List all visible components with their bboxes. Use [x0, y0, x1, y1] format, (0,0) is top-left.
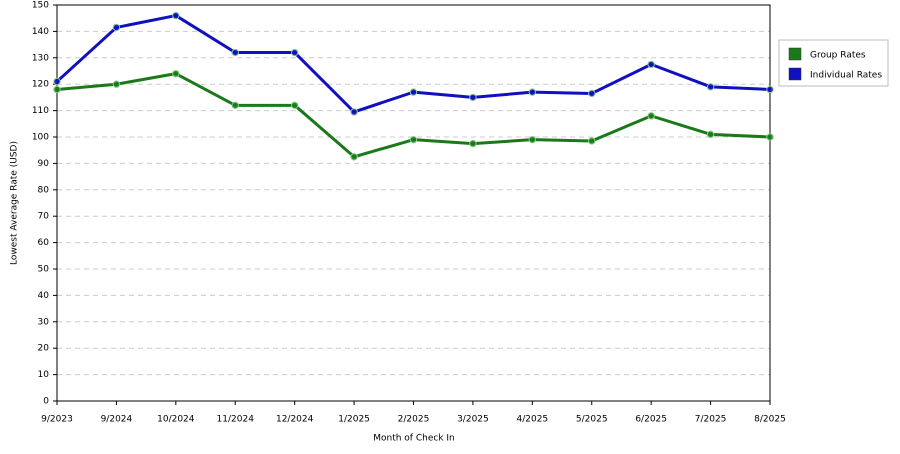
data-point [53, 85, 61, 94]
x-axis-title: Month of Check In [373, 434, 455, 444]
x-tick-label: 10/2024 [157, 415, 195, 425]
data-point [409, 88, 418, 96]
series-line [56, 72, 771, 159]
data-point [588, 89, 596, 98]
x-tick-label: 11/2024 [217, 415, 255, 425]
x-tick-label: 4/2025 [516, 415, 548, 425]
y-tick-label: 10 [38, 370, 50, 380]
x-tick-label: 1/2025 [338, 415, 370, 425]
y-tick-label: 30 [38, 317, 50, 327]
plot-frame [56, 4, 771, 402]
data-point [231, 48, 239, 57]
y-tick-label: 0 [43, 397, 49, 407]
x-tick-label: 2/2025 [398, 415, 430, 425]
data-point [647, 112, 655, 120]
data-point [172, 69, 180, 78]
legend-swatch [788, 67, 802, 81]
series-line [55, 14, 771, 114]
data-point [469, 93, 477, 102]
x-tick-label: 6/2025 [635, 415, 667, 425]
y-axis-title: Lowest Average Rate (USD) [10, 141, 20, 265]
data-point [766, 85, 774, 94]
x-tick-label: 8/2025 [754, 415, 786, 425]
data-point [350, 153, 358, 161]
x-tick-label: 12/2024 [276, 415, 314, 425]
y-tick-label: 90 [38, 159, 50, 169]
y-tick-label: 70 [38, 212, 50, 222]
data-point [469, 139, 477, 148]
data-point [350, 108, 358, 116]
legend-label: Individual Rates [810, 71, 882, 81]
data-point [290, 101, 299, 110]
x-tick-label: 9/2023 [41, 415, 73, 425]
data-point [706, 83, 715, 91]
legend-label: Group Rates [810, 51, 866, 61]
y-tick-label: 60 [38, 238, 50, 248]
data-point [112, 80, 121, 88]
data-point [53, 77, 61, 86]
data-point [172, 11, 180, 20]
data-point [706, 130, 715, 139]
data-point [231, 101, 239, 110]
y-tick-label: 50 [38, 265, 50, 275]
y-tick-label: 20 [38, 344, 50, 354]
y-tick-label: 140 [32, 27, 49, 37]
legend-swatch [788, 47, 802, 61]
data-point [528, 135, 537, 144]
x-tick-label: 3/2025 [457, 415, 489, 425]
x-tick-label: 7/2025 [695, 415, 727, 425]
data-point [588, 137, 596, 145]
y-tick-label: 110 [32, 106, 49, 116]
data-point [528, 88, 537, 96]
x-tick-label: 5/2025 [576, 415, 608, 425]
y-tick-label: 130 [32, 53, 49, 63]
x-tick-label: 9/2024 [101, 415, 133, 425]
y-tick-label: 120 [32, 80, 49, 90]
y-tick-label: 40 [38, 291, 50, 301]
y-tick-label: 80 [38, 185, 50, 195]
data-point [766, 133, 774, 141]
y-tick-label: 100 [32, 133, 49, 143]
data-point [290, 48, 299, 57]
data-point [409, 135, 418, 144]
data-point [112, 23, 121, 32]
data-point [647, 60, 655, 69]
y-tick-label: 150 [32, 1, 49, 11]
